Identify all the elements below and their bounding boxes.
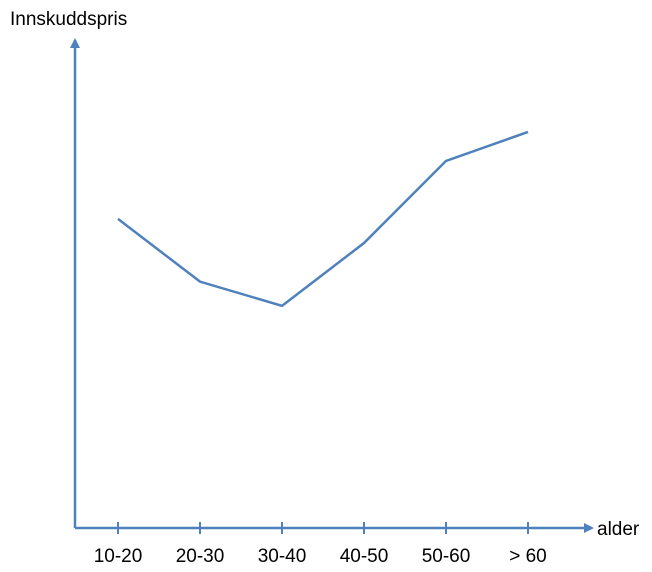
x-tick-label: 20-30 [176,546,225,567]
x-axis-label: alder [597,519,640,540]
x-tick-label: 50-60 [422,546,471,567]
data-line [117,130,529,308]
x-tick-label: > 60 [509,546,547,567]
y-axis-label: Innskuddspris [10,9,127,30]
x-tick-label: 30-40 [258,546,307,567]
x-tick-label: 40-50 [340,546,389,567]
x-tick-label: 10-20 [94,546,143,567]
